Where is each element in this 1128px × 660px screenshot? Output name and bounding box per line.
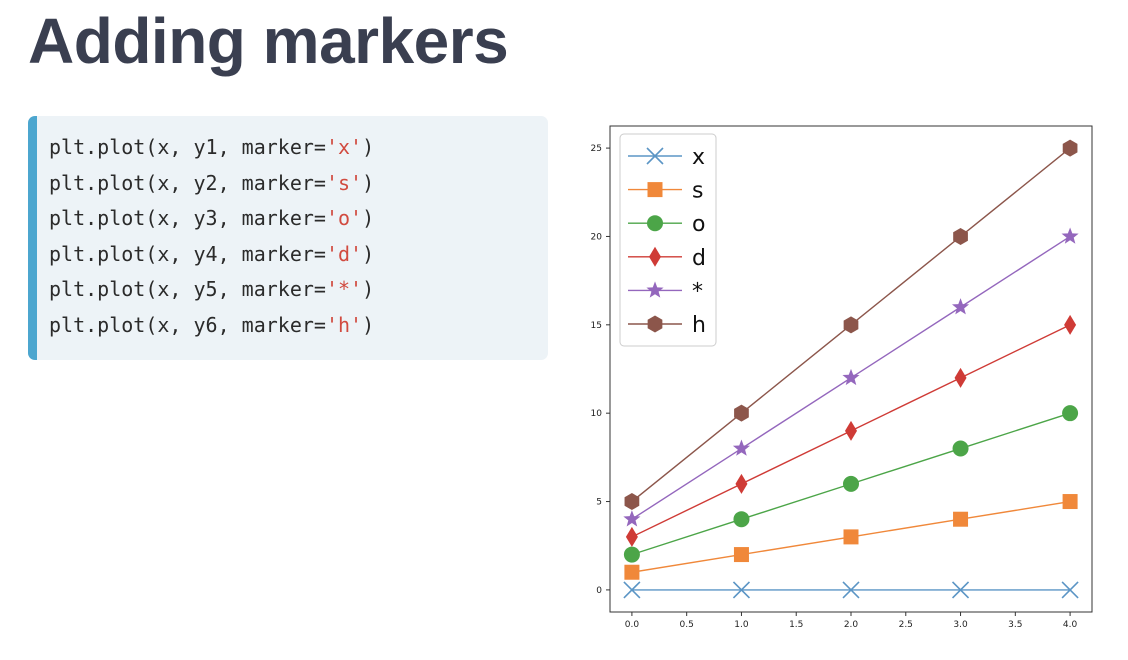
y-tick-label: 5 — [596, 498, 602, 508]
data-point-diamond — [735, 473, 748, 494]
data-point-x-stroke — [842, 581, 860, 599]
x-tick-label: 2.5 — [899, 620, 913, 630]
code-string: 'x' — [325, 135, 363, 159]
data-point-circle — [1062, 405, 1079, 422]
x-tick-label: 1.0 — [734, 620, 749, 630]
data-point-diamond — [954, 367, 967, 388]
page-title: Adding markers — [28, 5, 509, 77]
x-tick-label: 4.0 — [1063, 620, 1078, 630]
data-point-hexagon — [953, 227, 968, 245]
data-point-star — [842, 368, 860, 386]
legend-label: d — [692, 246, 706, 271]
data-point-x — [1061, 581, 1079, 599]
x-tick-label: 1.5 — [789, 620, 803, 630]
legend-marker-star — [646, 281, 664, 298]
data-point-x — [842, 581, 860, 599]
code-text: ) — [362, 312, 375, 337]
y-tick-label: 10 — [591, 409, 603, 419]
data-point-x — [732, 581, 751, 599]
code-line: plt.plot(x, y2, marker='s') — [49, 166, 548, 202]
data-point-x — [623, 581, 641, 599]
data-point-square — [953, 511, 969, 527]
code-line: plt.plot(x, y1, marker='x') — [49, 130, 548, 166]
legend-label: s — [692, 179, 703, 204]
code-string: 'o' — [325, 206, 363, 231]
code-string: '*' — [325, 277, 363, 302]
data-point-circle — [952, 440, 969, 457]
data-point-diamond — [845, 420, 857, 441]
code-text: ) — [362, 277, 375, 302]
data-point-circle — [623, 546, 640, 563]
data-point-star — [623, 510, 641, 527]
data-point-hexagon — [734, 404, 749, 422]
data-point-x-stroke — [1061, 581, 1079, 599]
code-line: plt.plot(x, y3, marker='o') — [49, 201, 548, 237]
data-point-x — [951, 581, 970, 599]
data-point-diamond — [1064, 314, 1077, 335]
data-point-circle — [733, 511, 750, 528]
y-tick-label: 20 — [591, 232, 603, 242]
legend-box — [619, 133, 717, 347]
code-text: plt.plot(x, y1, marker= — [49, 135, 326, 159]
data-point-star — [951, 298, 970, 315]
code-block: plt.plot(x, y1, marker='x') plt.plot(x, … — [28, 116, 548, 360]
legend-marker-diamond — [649, 246, 661, 267]
code-text: ) — [362, 170, 375, 195]
y-tick-label: 0 — [596, 586, 602, 596]
code-line: plt.plot(x, y5, marker='*') — [49, 272, 548, 308]
x-tick-label: 2.0 — [844, 620, 859, 630]
code-text: plt.plot(x, y5, marker= — [49, 277, 326, 302]
y-tick-label: 25 — [591, 144, 602, 154]
code-text: ) — [362, 135, 375, 159]
legend-label: h — [692, 313, 706, 338]
data-point-star — [1061, 227, 1079, 244]
code-text: plt.plot(x, y6, marker= — [49, 312, 326, 337]
data-point-hexagon — [624, 493, 640, 511]
line-chart: 0.0 0.5 1.0 1.5 2.0 2.5 3.0 3.5 4.0 0 5 10 15 20 25 xso… — [591, 125, 1093, 630]
legend-label: o — [692, 212, 705, 237]
data-point-diamond — [625, 526, 638, 547]
legend-marker-x — [646, 147, 664, 165]
y-tick-label: 15 — [591, 321, 602, 331]
data-point-x-stroke — [623, 581, 641, 599]
code-line: plt.plot(x, y6, marker='h') — [49, 308, 548, 344]
code-text: plt.plot(x, y3, marker= — [49, 206, 326, 231]
legend-marker-hexagon — [647, 315, 663, 333]
code-text: ) — [362, 206, 375, 231]
x-tick-label: 3.0 — [953, 620, 968, 630]
data-point-circle — [843, 475, 859, 492]
data-point-square — [624, 564, 640, 580]
legend-marker-square — [647, 182, 663, 198]
data-point-square — [733, 547, 749, 563]
code-text: plt.plot(x, y4, marker= — [49, 241, 326, 266]
code-line: plt.plot(x, y4, marker='d') — [49, 237, 548, 273]
data-point-x-stroke — [732, 581, 751, 599]
code-text: ) — [362, 241, 375, 266]
data-point-star — [732, 439, 751, 456]
x-tick-label: 0.5 — [680, 620, 694, 630]
x-tick-label: 3.5 — [1008, 620, 1022, 630]
data-point-x-stroke — [951, 581, 970, 599]
data-point-hexagon — [843, 316, 859, 334]
code-text: plt.plot(x, y2, marker= — [49, 170, 326, 195]
legend-label: * — [692, 279, 703, 304]
legend-marker-circle — [647, 215, 663, 232]
code-string: 's' — [325, 170, 363, 195]
data-point-square — [843, 529, 859, 545]
x-tick-label: 0.0 — [625, 620, 640, 630]
legend-label: x — [692, 145, 705, 170]
data-point-square — [1062, 494, 1078, 510]
code-string: 'h' — [325, 312, 363, 337]
legend-marker-x-stroke — [646, 147, 664, 165]
code-string: 'd' — [325, 241, 363, 266]
data-point-hexagon — [1062, 139, 1078, 157]
